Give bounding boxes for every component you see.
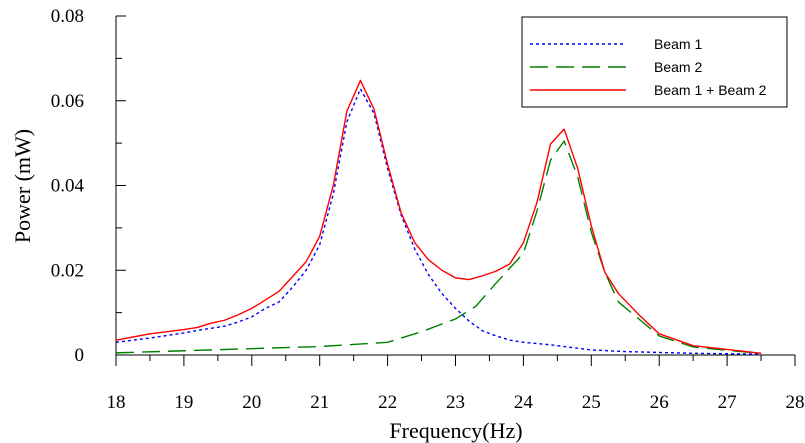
- x-tick-label: 24: [514, 392, 534, 413]
- x-tick-label: 18: [107, 392, 126, 413]
- legend-label: Beam 1: [654, 36, 702, 52]
- x-axis-label: Frequency(Hz): [389, 418, 522, 443]
- y-tick-label: 0: [75, 345, 85, 366]
- x-tick-label: 26: [650, 392, 669, 413]
- x-tick-label: 27: [718, 392, 737, 413]
- legend-box: [521, 16, 788, 108]
- y-tick-label: 0.06: [51, 91, 84, 112]
- series-line-beam-2: [115, 140, 762, 355]
- x-tick-label: 22: [378, 392, 397, 413]
- legend-label: Beam 2: [654, 59, 702, 75]
- x-ticks: 18 19 20 21 22 23 24 25 26 27 28: [107, 355, 805, 413]
- x-tick-label: 25: [582, 392, 601, 413]
- y-tick-label: 0.02: [51, 260, 84, 281]
- x-tick-label: 20: [242, 392, 261, 413]
- x-tick-label: 23: [446, 392, 465, 413]
- series-lines: [115, 79, 762, 355]
- series-line-beam-1-beam-2: [115, 79, 762, 355]
- legend: Beam 1 Beam 2 Beam 1 + Beam 2: [521, 16, 788, 108]
- y-ticks: 0 0.02 0.04 0.06 0.08: [51, 6, 126, 366]
- y-axis-label: Power (mW): [10, 129, 35, 243]
- legend-items: Beam 1 Beam 2 Beam 1 + Beam 2: [530, 36, 767, 98]
- series-line-beam-1: [115, 88, 762, 355]
- x-tick-label: 28: [786, 392, 805, 413]
- x-tick-label: 21: [310, 392, 329, 413]
- plot-area: 18 19 20 21 22 23 24 25 26 27 28 0 0.02 0.04 0.06 0.08: [51, 6, 805, 413]
- x-tick-label: 19: [174, 392, 193, 413]
- y-tick-label: 0.04: [51, 176, 85, 197]
- legend-label: Beam 1 + Beam 2: [654, 82, 767, 98]
- y-tick-label: 0.08: [51, 6, 84, 27]
